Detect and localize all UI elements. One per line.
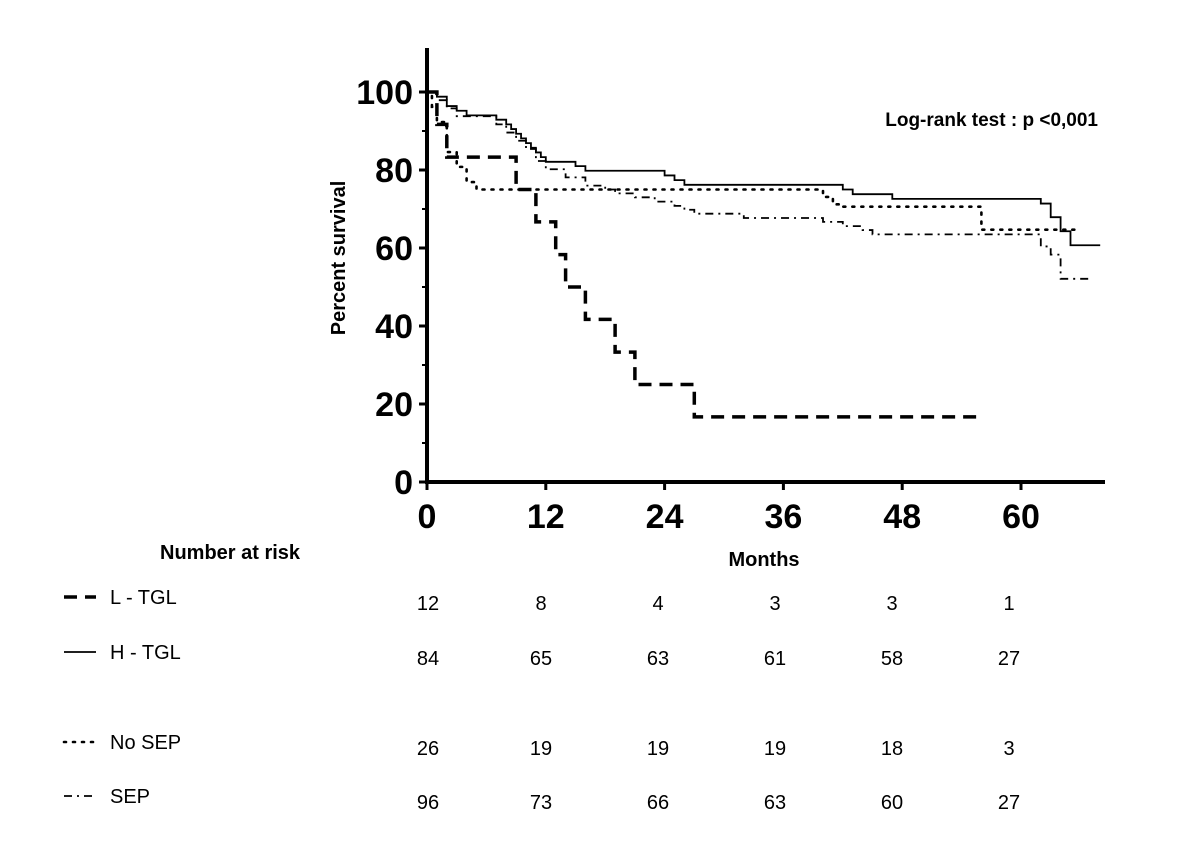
x-tick-label: 0 xyxy=(418,498,437,536)
risk-cell: 8 xyxy=(535,593,546,615)
x-axis-label: Months xyxy=(728,549,799,571)
x-ticks: 0 12 24 36 48 60 xyxy=(418,482,1040,536)
risk-cell: 63 xyxy=(647,648,669,670)
x-tick-label: 24 xyxy=(646,498,684,536)
risk-cell: 3 xyxy=(886,593,897,615)
x-tick-label: 60 xyxy=(1002,498,1040,536)
risk-cell: 19 xyxy=(530,738,552,760)
risk-cell: 18 xyxy=(881,738,903,760)
risk-cell: 96 xyxy=(417,792,439,814)
survival-curves xyxy=(425,90,1101,419)
y-tick-label: 0 xyxy=(394,464,413,502)
risk-cell: 58 xyxy=(881,648,903,670)
x-tick-label: 12 xyxy=(527,498,565,536)
risk-cell: 63 xyxy=(764,792,786,814)
survival-curve-h-tgl xyxy=(427,91,1101,247)
risk-cell: 26 xyxy=(417,738,439,760)
x-tick-label: 36 xyxy=(764,498,802,536)
risk-row-label: L - TGL xyxy=(110,587,177,609)
risk-cell: 1 xyxy=(1003,593,1014,615)
risk-row-label: SEP xyxy=(110,786,150,808)
survival-curve-no-sep xyxy=(425,90,1082,231)
risk-row-label: No SEP xyxy=(110,732,181,754)
risk-cell: 84 xyxy=(417,648,439,670)
y-tick-label: 100 xyxy=(356,74,413,112)
risk-cell: 60 xyxy=(881,792,903,814)
survival-curve-sep xyxy=(427,91,1091,280)
risk-cell: 19 xyxy=(647,738,669,760)
y-ticks: 0 20 40 60 80 100 xyxy=(356,74,427,502)
log-rank-annotation: Log-rank test : p <0,001 xyxy=(885,110,1098,131)
y-tick-label: 80 xyxy=(375,152,413,190)
y-tick-label: 60 xyxy=(375,230,413,268)
survival-curve-l-tgl xyxy=(427,90,982,419)
risk-cell: 61 xyxy=(764,648,786,670)
risk-cell: 3 xyxy=(1003,738,1014,760)
risk-row-label: H - TGL xyxy=(110,642,181,664)
risk-cell: 3 xyxy=(769,593,780,615)
x-tick-label: 48 xyxy=(883,498,921,536)
y-tick-label: 40 xyxy=(375,308,413,346)
risk-cell: 4 xyxy=(652,593,663,615)
risk-cell: 66 xyxy=(647,792,669,814)
y-tick-label: 20 xyxy=(375,386,413,424)
risk-table-title: Number at risk xyxy=(160,542,301,564)
risk-cell: 65 xyxy=(530,648,552,670)
y-axis-label: Percent survival xyxy=(328,181,350,336)
risk-cell: 12 xyxy=(417,593,439,615)
risk-cell: 27 xyxy=(998,792,1020,814)
risk-cell: 27 xyxy=(998,648,1020,670)
risk-cell: 73 xyxy=(530,792,552,814)
risk-cell: 19 xyxy=(764,738,786,760)
